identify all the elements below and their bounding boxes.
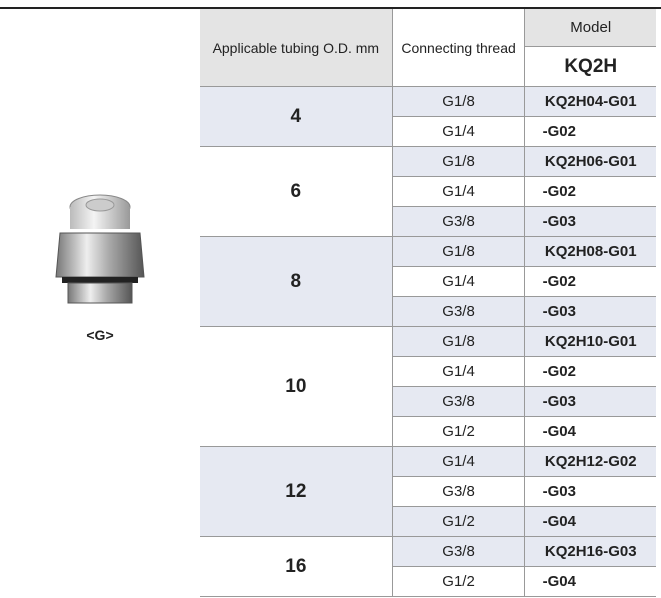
table-row: 6 G1/8 KQ2H06-G01 — [200, 146, 656, 237]
product-photo — [55, 194, 145, 304]
model-number: -G02 — [524, 356, 656, 387]
thread: G1/8 — [391, 86, 526, 117]
tubing-size: 8 — [200, 236, 393, 327]
table-row: G1/4 -G02 — [200, 176, 656, 207]
table-row: 10 G1/8 KQ2H10-G01 — [200, 326, 656, 447]
table-row: G1/2 -G04 — [200, 566, 656, 597]
model-number: KQ2H16-G03 — [524, 536, 656, 567]
thread: G3/8 — [392, 296, 526, 327]
model-number: -G03 — [524, 206, 656, 237]
thread: G1/8 — [391, 146, 526, 177]
thread: G1/4 — [392, 176, 526, 207]
table-row: G3/8 -G03 — [200, 386, 656, 417]
model-number: -G03 — [524, 476, 656, 507]
table-row: 4 G1/8 KQ2H04-G01 — [200, 86, 656, 147]
tubing-size: 16 — [200, 536, 393, 597]
model-number: -G02 — [524, 176, 656, 207]
model-number: -G03 — [524, 386, 656, 417]
tubing-size: 6 — [200, 146, 393, 237]
header-series: KQ2H — [524, 46, 656, 87]
thread: G1/4 — [392, 266, 526, 297]
table-row: 12 G1/4 KQ2H12-G02 — [200, 446, 656, 537]
model-number: KQ2H04-G01 — [524, 86, 656, 117]
table-row: G3/8 -G03 — [200, 476, 656, 507]
thread: G3/8 — [391, 536, 526, 567]
model-number: -G04 — [524, 416, 656, 447]
model-number: -G02 — [524, 266, 656, 297]
thread: G1/8 — [391, 326, 526, 357]
header-model: Model — [524, 9, 656, 47]
thread: G1/4 — [392, 116, 526, 147]
tubing-size: 12 — [200, 446, 393, 537]
header-tubing: Applicable tubing O.D. mm — [200, 9, 393, 87]
thread: G1/2 — [392, 416, 526, 447]
model-number: -G03 — [524, 296, 656, 327]
thread: G1/4 — [392, 356, 526, 387]
thread: G1/8 — [391, 236, 526, 267]
tubing-size: 10 — [200, 326, 393, 447]
table-row: 16 G3/8 KQ2H16-G03 — [200, 536, 656, 597]
model-number: -G04 — [524, 566, 656, 597]
model-number: KQ2H12-G02 — [524, 446, 656, 477]
product-caption: <G> — [86, 327, 114, 343]
thread: G3/8 — [392, 386, 526, 417]
thread: G1/2 — [392, 566, 526, 597]
model-number: KQ2H10-G01 — [524, 326, 656, 357]
thread: G1/4 — [391, 446, 526, 477]
model-number: KQ2H06-G01 — [524, 146, 656, 177]
tubing-size: 4 — [200, 86, 393, 147]
model-number: -G02 — [524, 116, 656, 147]
table-row: G3/8 -G03 — [200, 206, 656, 237]
header-thread: Connecting thread — [391, 9, 526, 87]
table-row: G1/2 -G04 — [200, 506, 656, 537]
thread: G3/8 — [392, 476, 526, 507]
model-number: -G04 — [524, 506, 656, 537]
table-row: 8 G1/8 KQ2H08-G01 — [200, 236, 656, 327]
table-row: G1/4 -G02 — [200, 266, 656, 297]
top-rule — [0, 7, 661, 9]
model-number: KQ2H08-G01 — [524, 236, 656, 267]
thread: G3/8 — [392, 206, 526, 237]
model-table: Applicable tubing O.D. mm Connecting thr… — [200, 9, 656, 597]
thread: G1/2 — [392, 506, 526, 537]
